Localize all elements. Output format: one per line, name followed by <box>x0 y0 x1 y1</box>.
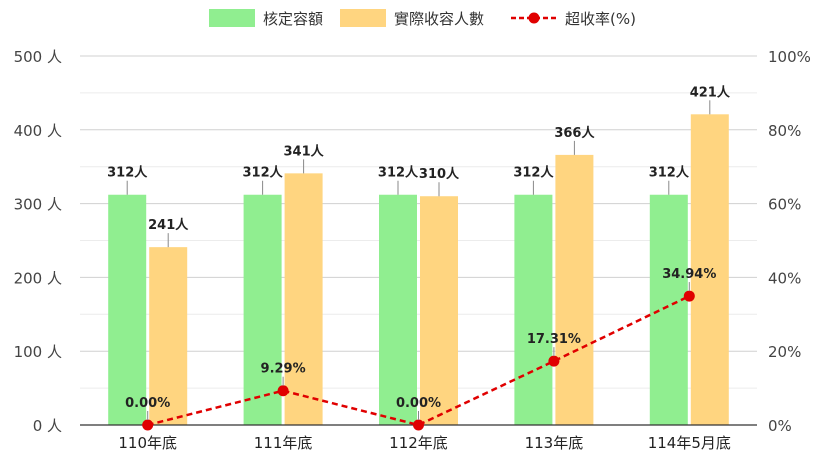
bar-value-label: 366人 <box>554 125 595 141</box>
left-tick-label: 0 人 <box>33 417 62 435</box>
bar-value-label: 312人 <box>649 165 690 181</box>
left-tick-label: 100 人 <box>14 343 62 361</box>
bar <box>420 196 458 425</box>
left-tick-label: 300 人 <box>14 196 62 214</box>
line-value-label: 0.00% <box>396 396 441 411</box>
line-value-label: 9.29% <box>261 362 306 377</box>
category-label: 114年5月底 <box>648 434 731 452</box>
bar <box>379 194 417 425</box>
overcapacity-line <box>142 290 695 431</box>
line-point <box>683 290 695 302</box>
category-label: 111年底 <box>254 434 313 452</box>
left-tick-label: 500 人 <box>14 48 62 66</box>
line-value-label: 17.31% <box>527 332 581 347</box>
bar-value-label: 312人 <box>513 165 554 181</box>
line-point <box>277 385 289 397</box>
line-value-label: 34.94% <box>662 267 716 282</box>
legend-label: 核定容額 <box>263 10 323 28</box>
bars <box>108 114 729 425</box>
line-value-label: 0.00% <box>125 396 170 411</box>
legend-swatch <box>340 9 386 27</box>
bar-value-label: 310人 <box>419 166 460 182</box>
bar <box>690 114 729 425</box>
right-tick-label: 60% <box>768 196 801 214</box>
left-tick-label: 200 人 <box>14 269 62 287</box>
left-tick-label: 400 人 <box>14 122 62 140</box>
bar-value-label: 241人 <box>148 217 189 233</box>
gridlines <box>80 55 757 426</box>
line-point <box>142 419 154 431</box>
left-y-axis: 0 人 100 人 200 人 300 人 400 人 500 人 <box>14 48 62 435</box>
bar-value-label: 312人 <box>378 165 419 181</box>
category-label: 110年底 <box>118 434 177 452</box>
bar <box>555 154 594 425</box>
bar-value-label: 341人 <box>284 143 325 159</box>
line-path <box>147 294 690 427</box>
right-tick-label: 40% <box>768 269 801 287</box>
x-axis: 110年底 111年底 112年底 113年底 114年5月底 <box>80 424 757 452</box>
right-y-axis: 0% 20% 40% 60% 80% 100% <box>768 48 811 435</box>
bar <box>149 247 188 425</box>
right-tick-label: 100% <box>768 48 811 66</box>
category-label: 113年底 <box>525 434 584 452</box>
category-label: 112年底 <box>389 434 448 452</box>
bar <box>243 194 282 425</box>
bar <box>108 194 147 425</box>
legend-label: 實際收容人數 <box>394 10 484 28</box>
right-tick-label: 0% <box>768 417 792 435</box>
legend-label: 超收率(%) <box>565 10 636 28</box>
line-point <box>413 419 424 431</box>
legend: 核定容額 實際收容人數 超收率(%) <box>209 9 636 28</box>
line-point <box>548 355 560 367</box>
bar-value-label: 421人 <box>690 84 731 100</box>
right-tick-label: 80% <box>768 122 801 140</box>
bar <box>514 194 553 425</box>
right-tick-label: 20% <box>768 343 801 361</box>
bar <box>284 173 323 425</box>
legend-swatch <box>209 9 255 27</box>
bar <box>649 194 688 425</box>
bar-value-label: 312人 <box>107 165 148 181</box>
legend-marker <box>528 12 540 24</box>
bar-value-label: 312人 <box>243 165 284 181</box>
